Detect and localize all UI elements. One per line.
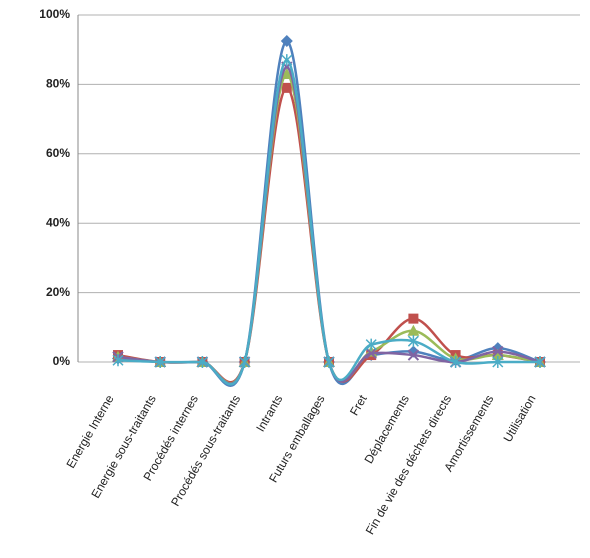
- marker: [154, 356, 166, 368]
- marker: [196, 356, 208, 368]
- marker: [492, 345, 504, 358]
- y-tick-label: 60%: [46, 146, 70, 160]
- series-line: [117, 72, 541, 385]
- marker: [281, 54, 293, 67]
- x-tick-label: Déplacements: [362, 393, 412, 466]
- y-tick-label: 20%: [46, 285, 70, 299]
- y-tick-label: 80%: [46, 77, 70, 91]
- marker: [492, 356, 504, 368]
- marker: [408, 313, 419, 324]
- series-line: [117, 86, 541, 384]
- x-tick-label: Intrants: [253, 393, 285, 435]
- marker: [365, 338, 377, 351]
- marker: [407, 349, 420, 361]
- series-line: [117, 39, 541, 387]
- marker: [365, 347, 377, 360]
- x-tick-label: Utilisation: [500, 393, 538, 445]
- marker: [112, 354, 124, 367]
- y-tick-label: 0%: [53, 354, 71, 368]
- y-tick-label: 100%: [39, 7, 70, 21]
- marker: [407, 335, 419, 348]
- y-tick-label: 40%: [46, 215, 70, 229]
- marker: [407, 324, 420, 336]
- series-line: [117, 58, 540, 386]
- marker: [281, 82, 292, 93]
- marker: [534, 356, 546, 368]
- x-tick-label: Fin de vie des déchets directs: [363, 392, 454, 536]
- series-line: [117, 65, 541, 385]
- marker: [280, 67, 293, 79]
- marker: [280, 35, 293, 48]
- marker: [491, 349, 504, 361]
- x-tick-label: Fret: [347, 392, 370, 418]
- marker: [450, 356, 462, 368]
- marker: [239, 356, 251, 368]
- marker: [323, 356, 335, 368]
